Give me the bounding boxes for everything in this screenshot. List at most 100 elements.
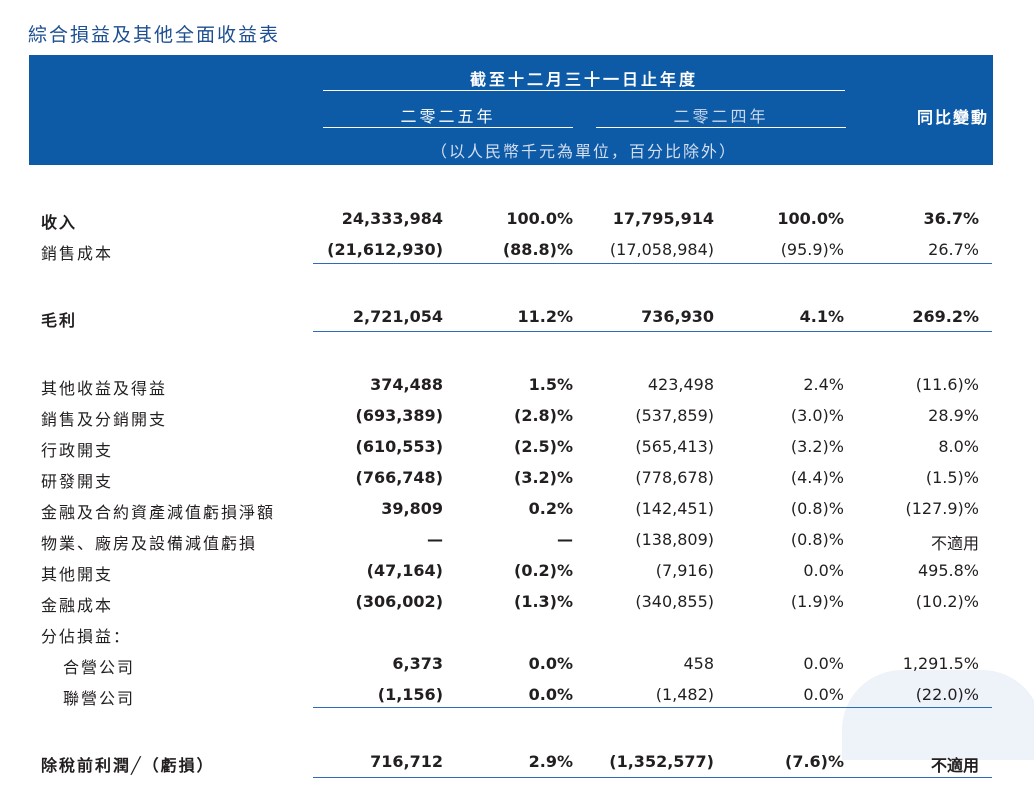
cell-p2024: 0.0% — [803, 654, 844, 673]
cell-yoy: (10.2)% — [915, 592, 979, 611]
cell-yoy: 8.0% — [938, 437, 979, 456]
row-label: 金融成本 — [41, 596, 114, 615]
cell-yoy: 495.8% — [917, 561, 979, 580]
row-separator — [313, 707, 992, 708]
row-label: 銷售成本 — [41, 244, 114, 263]
cell-v2024: (142,451) — [635, 499, 714, 518]
year-2024-underline — [596, 127, 846, 128]
statement-title: 綜合損益及其他全面收益表 — [28, 24, 281, 46]
period-heading: 截至十二月三十一日止年度 — [469, 70, 698, 89]
cell-yoy: 不適用 — [930, 534, 979, 553]
cell-v2025: 39,809 — [381, 499, 443, 518]
cell-v2024: (17,058,984) — [609, 240, 714, 259]
cell-yoy: 28.9% — [928, 406, 979, 425]
cell-v2024: (1,352,577) — [609, 752, 714, 771]
cell-p2025: (0.2)% — [514, 561, 573, 580]
row-label: 金融及合約資產減值虧損淨額 — [41, 503, 276, 522]
row-label: 聯營公司 — [63, 689, 136, 708]
cell-p2025: 1.5% — [528, 375, 573, 394]
cell-p2025: (2.5)% — [514, 437, 573, 456]
cell-p2025: 2.9% — [528, 752, 573, 771]
row-separator — [313, 331, 992, 332]
cell-p2024: 0.0% — [803, 685, 844, 704]
year-2025-underline — [323, 127, 573, 128]
row-label: 毛利 — [41, 311, 78, 330]
cell-yoy: 36.7% — [923, 209, 979, 228]
cell-v2025: 716,712 — [370, 752, 443, 771]
cell-p2025: 100.0% — [506, 209, 573, 228]
cell-yoy: (11.6)% — [915, 375, 979, 394]
cell-p2025: — — [557, 530, 573, 549]
year-2024-heading: 二零二四年 — [673, 107, 769, 126]
period-underline — [323, 90, 845, 91]
cell-v2025: (766,748) — [355, 468, 444, 487]
row-label: 其他收益及得益 — [41, 379, 168, 398]
row-separator — [313, 263, 992, 264]
cell-v2024: 458 — [683, 654, 714, 673]
row-separator — [313, 777, 992, 778]
cell-v2024: (778,678) — [635, 468, 714, 487]
cell-p2024: (0.8)% — [790, 530, 844, 549]
row-label: 行政開支 — [41, 441, 114, 460]
year-2025-heading: 二零二五年 — [400, 107, 496, 126]
cell-yoy: 不適用 — [930, 756, 979, 775]
cell-p2024: 4.1% — [799, 307, 844, 326]
cell-v2025: 2,721,054 — [352, 307, 443, 326]
cell-v2024: (340,855) — [635, 592, 714, 611]
cell-yoy: 1,291.5% — [902, 654, 979, 673]
cell-v2024: (565,413) — [635, 437, 714, 456]
cell-v2024: 423,498 — [647, 375, 714, 394]
cell-v2025: (21,612,930) — [327, 240, 443, 259]
cell-p2025: (88.8)% — [502, 240, 573, 259]
cell-p2024: (0.8)% — [790, 499, 844, 518]
cell-p2025: 0.2% — [528, 499, 573, 518]
cell-v2025: (1,156) — [377, 685, 443, 704]
row-label: 物業、廠房及設備減值虧損 — [41, 534, 258, 553]
row-label: 其他開支 — [41, 565, 114, 584]
cell-v2025: (610,553) — [355, 437, 444, 456]
cell-p2024: 100.0% — [777, 209, 844, 228]
cell-p2025: (2.8)% — [514, 406, 573, 425]
row-label: 除稅前利潤╱（虧損） — [41, 756, 215, 775]
row-label: 研發開支 — [41, 472, 114, 491]
cell-v2025: — — [427, 530, 443, 549]
cell-v2024: (1,482) — [655, 685, 714, 704]
cell-p2024: (1.9)% — [790, 592, 844, 611]
cell-v2024: (537,859) — [635, 406, 714, 425]
cell-v2024: (7,916) — [655, 561, 714, 580]
cell-yoy: (1.5)% — [925, 468, 979, 487]
cell-p2025: (1.3)% — [514, 592, 573, 611]
background-cloud-decoration — [842, 670, 1034, 760]
cell-v2025: 374,488 — [370, 375, 443, 394]
cell-p2024: (95.9)% — [780, 240, 844, 259]
cell-v2024: 17,795,914 — [612, 209, 714, 228]
cell-p2025: 0.0% — [528, 685, 573, 704]
cell-p2025: 0.0% — [528, 654, 573, 673]
row-label: 分佔損益： — [41, 627, 132, 646]
cell-yoy: 269.2% — [912, 307, 979, 326]
cell-p2024: 0.0% — [803, 561, 844, 580]
yoy-heading: 同比變動 — [916, 108, 989, 127]
cell-yoy: (22.0)% — [915, 685, 979, 704]
cell-v2025: (306,002) — [355, 592, 444, 611]
cell-v2025: (47,164) — [366, 561, 443, 580]
cell-yoy: 26.7% — [928, 240, 979, 259]
cell-p2025: 11.2% — [517, 307, 573, 326]
cell-p2024: (3.2)% — [790, 437, 844, 456]
cell-p2024: (3.0)% — [790, 406, 844, 425]
row-label: 銷售及分銷開支 — [41, 410, 168, 429]
cell-v2024: (138,809) — [635, 530, 714, 549]
cell-p2024: (4.4)% — [790, 468, 844, 487]
cell-v2024: 736,930 — [641, 307, 714, 326]
cell-p2025: (3.2)% — [514, 468, 573, 487]
cell-v2025: (693,389) — [355, 406, 444, 425]
cell-p2024: 2.4% — [803, 375, 844, 394]
row-label: 合營公司 — [63, 658, 136, 677]
cell-v2025: 24,333,984 — [341, 209, 443, 228]
cell-yoy: (127.9)% — [905, 499, 980, 518]
cell-v2025: 6,373 — [392, 654, 443, 673]
unit-note: （以人民幣千元為單位，百分比除外） — [430, 142, 737, 161]
cell-p2024: (7.6)% — [785, 752, 844, 771]
row-label: 收入 — [41, 213, 78, 232]
table-header-band: 截至十二月三十一日止年度 二零二五年 二零二四年 同比變動 （以人民幣千元為單位… — [29, 55, 993, 165]
